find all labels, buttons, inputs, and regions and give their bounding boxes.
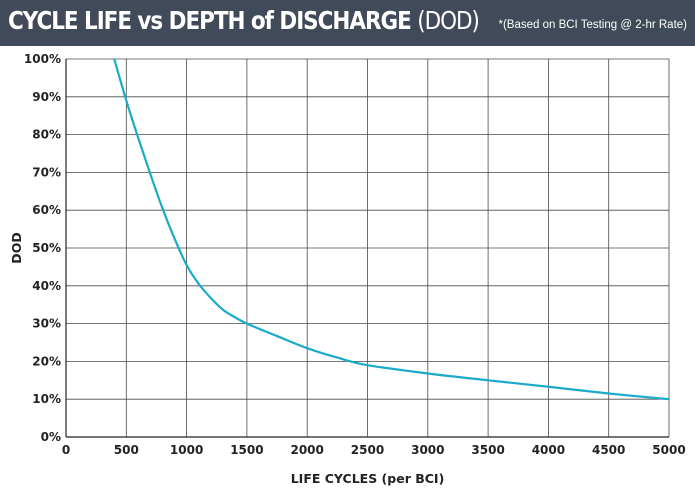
x-tick-label: 1500 xyxy=(230,443,263,457)
x-tick-label: 2000 xyxy=(290,443,323,457)
chart-subtitle: *(Based on BCI Testing @ 2-hr Rate) xyxy=(498,19,687,31)
y-tick-label: 90% xyxy=(32,90,61,104)
x-tick-label: 500 xyxy=(114,443,139,457)
x-tick-label: 5000 xyxy=(652,443,685,457)
y-tick-label: 80% xyxy=(32,128,61,142)
x-tick-label: 1000 xyxy=(170,443,203,457)
y-tick-label: 40% xyxy=(32,279,61,293)
x-tick-label: 3000 xyxy=(411,443,444,457)
x-tick-label: 4000 xyxy=(532,443,565,457)
chart-title-suffix: (DOD) xyxy=(417,6,480,35)
y-axis-label: DOD xyxy=(9,232,24,263)
x-tick-label: 4500 xyxy=(592,443,625,457)
x-tick-label: 2500 xyxy=(351,443,384,457)
x-axis-label: LIFE CYCLES (per BCI) xyxy=(291,471,445,486)
chart-title-main: CYCLE LIFE vs DEPTH of DISCHARGE xyxy=(8,6,412,35)
y-tick-label: 10% xyxy=(32,392,61,406)
series-line xyxy=(113,58,670,401)
y-tick-label: 30% xyxy=(32,317,61,331)
x-tick-label: 3500 xyxy=(471,443,504,457)
title-banner: CYCLE LIFE vs DEPTH of DISCHARGE (DOD) *… xyxy=(0,0,695,46)
x-tick-label: 0 xyxy=(62,443,70,457)
y-tick-label: 100% xyxy=(24,52,61,66)
y-tick-label: 50% xyxy=(32,241,61,255)
y-tick-label: 60% xyxy=(32,203,61,217)
chart-title: CYCLE LIFE vs DEPTH of DISCHARGE (DOD) xyxy=(8,6,480,35)
y-tick-label: 20% xyxy=(32,354,61,368)
y-tick-label: 70% xyxy=(32,165,61,179)
y-tick-label: 0% xyxy=(41,430,61,444)
